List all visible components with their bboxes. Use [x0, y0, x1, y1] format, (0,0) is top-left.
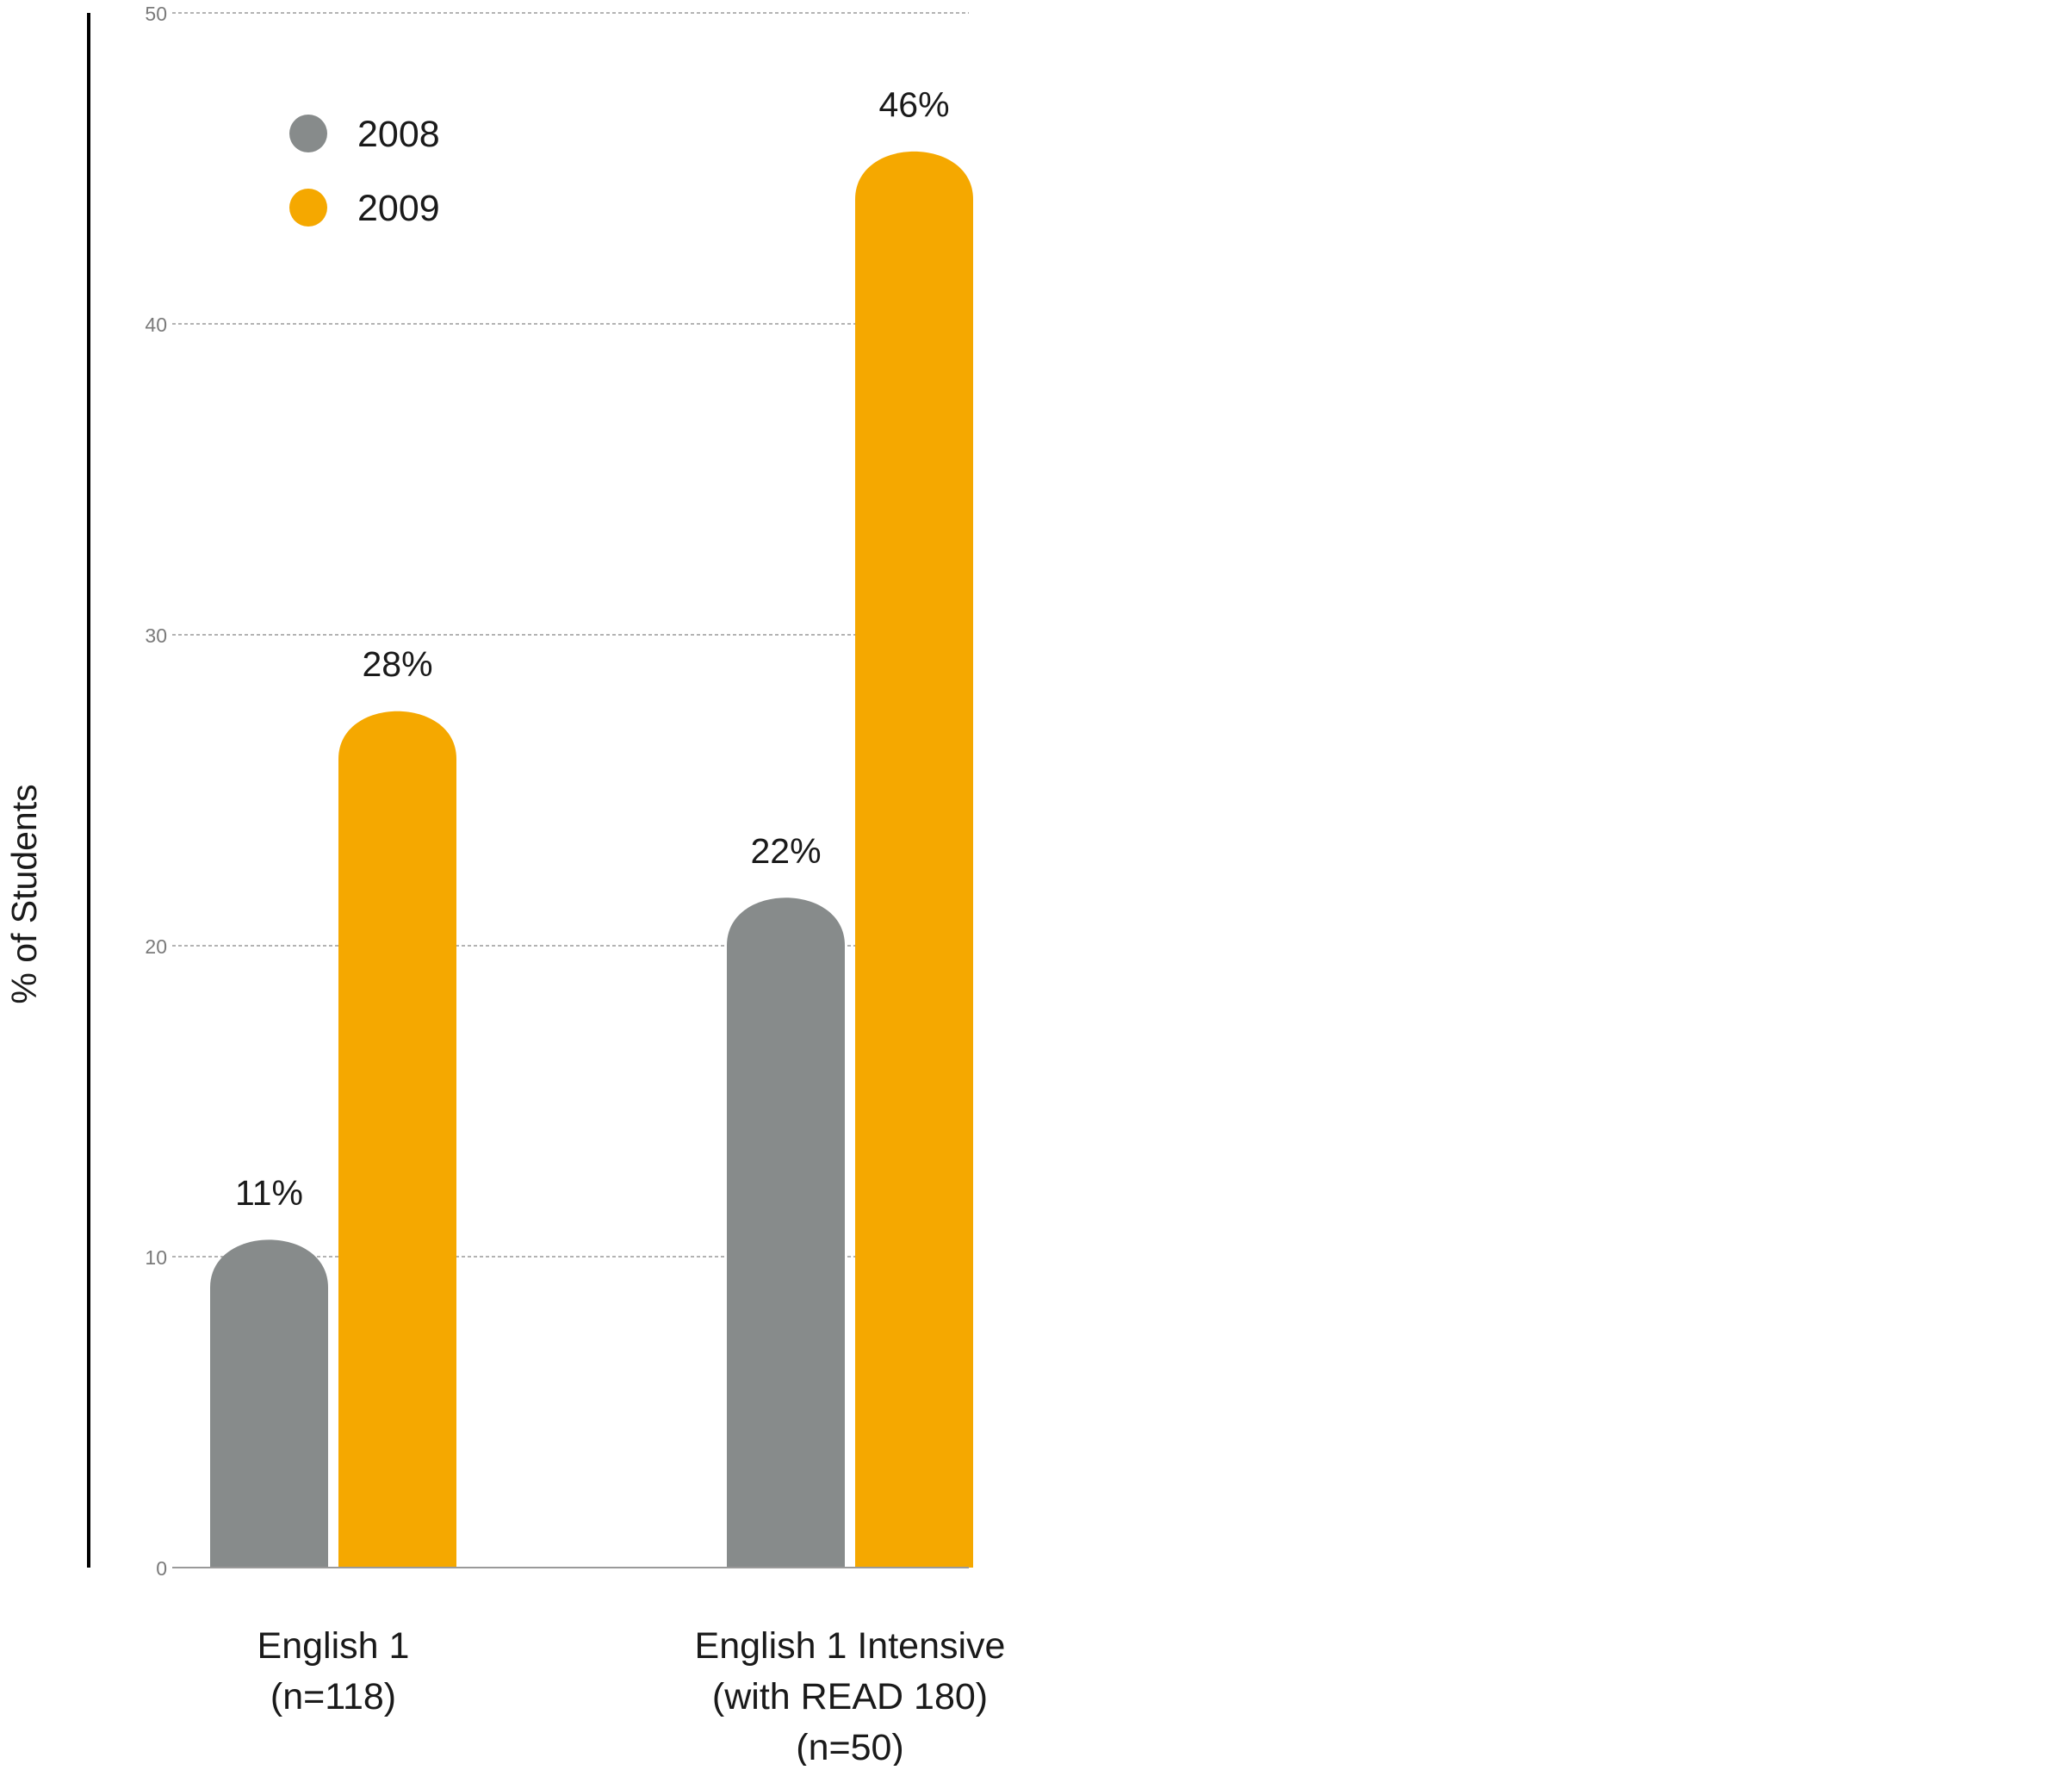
data-label: 28%	[362, 644, 432, 684]
y-tick-label: 50	[145, 3, 167, 25]
data-label: 46%	[878, 84, 949, 124]
x-category-label: English 1	[257, 1625, 410, 1667]
y-axis-label: % of Students	[4, 784, 44, 1003]
x-category-label: English 1 Intensive	[695, 1625, 1006, 1667]
bar-2008-0	[210, 1239, 328, 1568]
legend-label: 2008	[357, 114, 440, 155]
bar-2009-1	[855, 151, 973, 1568]
y-tick-label: 30	[145, 624, 167, 647]
y-tick-label: 0	[156, 1557, 167, 1580]
y-tick-label: 20	[145, 935, 167, 958]
legend-swatch-2008	[289, 115, 327, 152]
data-label: 22%	[750, 831, 821, 871]
legend: 2008 2009	[289, 114, 440, 229]
legend-label: 2009	[357, 188, 440, 229]
x-category-label: (n=118)	[270, 1676, 396, 1717]
y-tick-label: 10	[145, 1246, 167, 1269]
data-label: 11%	[235, 1173, 303, 1213]
x-category-label: (n=50)	[796, 1727, 904, 1766]
value-labels: 11% 22% 28% 46%	[235, 84, 950, 1213]
bars	[210, 151, 973, 1568]
legend-swatch-2009	[289, 189, 327, 227]
x-category-label: (with READ 180)	[712, 1676, 988, 1717]
bar-2009-0	[338, 711, 456, 1568]
y-tick-label: 40	[145, 314, 167, 336]
grid: 0 10 20 30 40 50	[145, 3, 969, 1580]
x-axis-labels: English 1 (n=118) English 1 Intensive (with…	[257, 1625, 1006, 1768]
bar-2008-1	[727, 897, 845, 1568]
